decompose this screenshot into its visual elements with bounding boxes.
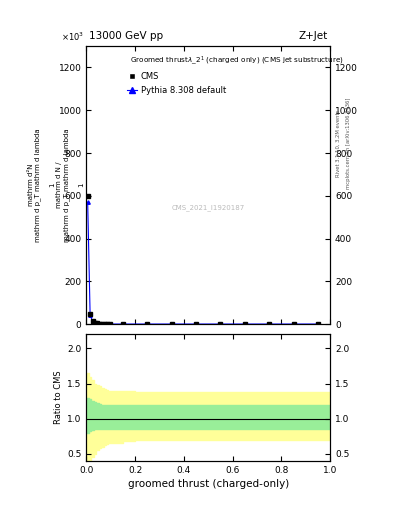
CMS (102, 321, 107, 327)
CMS (85, 193, 90, 199)
Pythia 8.308 default (291, 321, 296, 327)
Pythia 8.308 default (90, 318, 95, 325)
Text: Rivet 3.1.10, 3.2M events: Rivet 3.1.10, 3.2M events (336, 110, 341, 177)
Pythia 8.308 default (145, 321, 150, 327)
Text: 13000 GeV pp: 13000 GeV pp (89, 31, 163, 40)
Text: $\times$10$^{3}$: $\times$10$^{3}$ (61, 31, 84, 44)
Pythia 8.308 default (242, 321, 247, 327)
X-axis label: groomed thrust (charged-only): groomed thrust (charged-only) (128, 479, 289, 489)
Pythia 8.308 default (97, 321, 102, 327)
Pythia 8.308 default (85, 199, 90, 205)
Pythia 8.308 default (100, 321, 105, 327)
CMS (95, 320, 100, 326)
Pythia 8.308 default (88, 311, 92, 317)
CMS (107, 321, 112, 327)
Pythia 8.308 default (267, 321, 272, 327)
CMS (316, 321, 320, 327)
Text: mcplots.cern.ch [arXiv:1306.3436]: mcplots.cern.ch [arXiv:1306.3436] (346, 98, 351, 189)
CMS (105, 321, 110, 327)
Legend: CMS, Pythia 8.308 default: CMS, Pythia 8.308 default (127, 73, 226, 95)
Pythia 8.308 default (95, 321, 100, 327)
CMS (88, 310, 92, 316)
Text: Z+Jet: Z+Jet (298, 31, 328, 40)
Pythia 8.308 default (316, 321, 320, 327)
Text: CMS_2021_I1920187: CMS_2021_I1920187 (172, 204, 245, 211)
Line: Pythia 8.308 default: Pythia 8.308 default (86, 201, 320, 326)
Pythia 8.308 default (169, 321, 174, 327)
CMS (121, 321, 125, 327)
CMS (194, 321, 198, 327)
Pythia 8.308 default (93, 320, 97, 326)
Pythia 8.308 default (194, 321, 198, 327)
Pythia 8.308 default (102, 321, 107, 327)
Pythia 8.308 default (121, 321, 125, 327)
CMS (218, 321, 223, 327)
CMS (242, 321, 247, 327)
Y-axis label: Ratio to CMS: Ratio to CMS (54, 371, 63, 424)
CMS (291, 321, 296, 327)
CMS (90, 318, 95, 324)
Text: Groomed thrust$\lambda\_2^1$ (charged only) (CMS jet substructure): Groomed thrust$\lambda\_2^1$ (charged on… (130, 54, 344, 67)
CMS (169, 321, 174, 327)
CMS (100, 321, 105, 327)
Pythia 8.308 default (105, 321, 110, 327)
CMS (97, 321, 102, 327)
Pythia 8.308 default (107, 321, 112, 327)
CMS (267, 321, 272, 327)
Y-axis label: mathrm d²N
mathrm d p_T mathrm d lambda
 
1
mathrm d N /
mathrm d p_T mathrm d l: mathrm d²N mathrm d p_T mathrm d lambda … (28, 129, 84, 242)
CMS (93, 319, 97, 326)
Pythia 8.308 default (218, 321, 223, 327)
CMS (145, 321, 150, 327)
Line: CMS: CMS (86, 194, 320, 326)
